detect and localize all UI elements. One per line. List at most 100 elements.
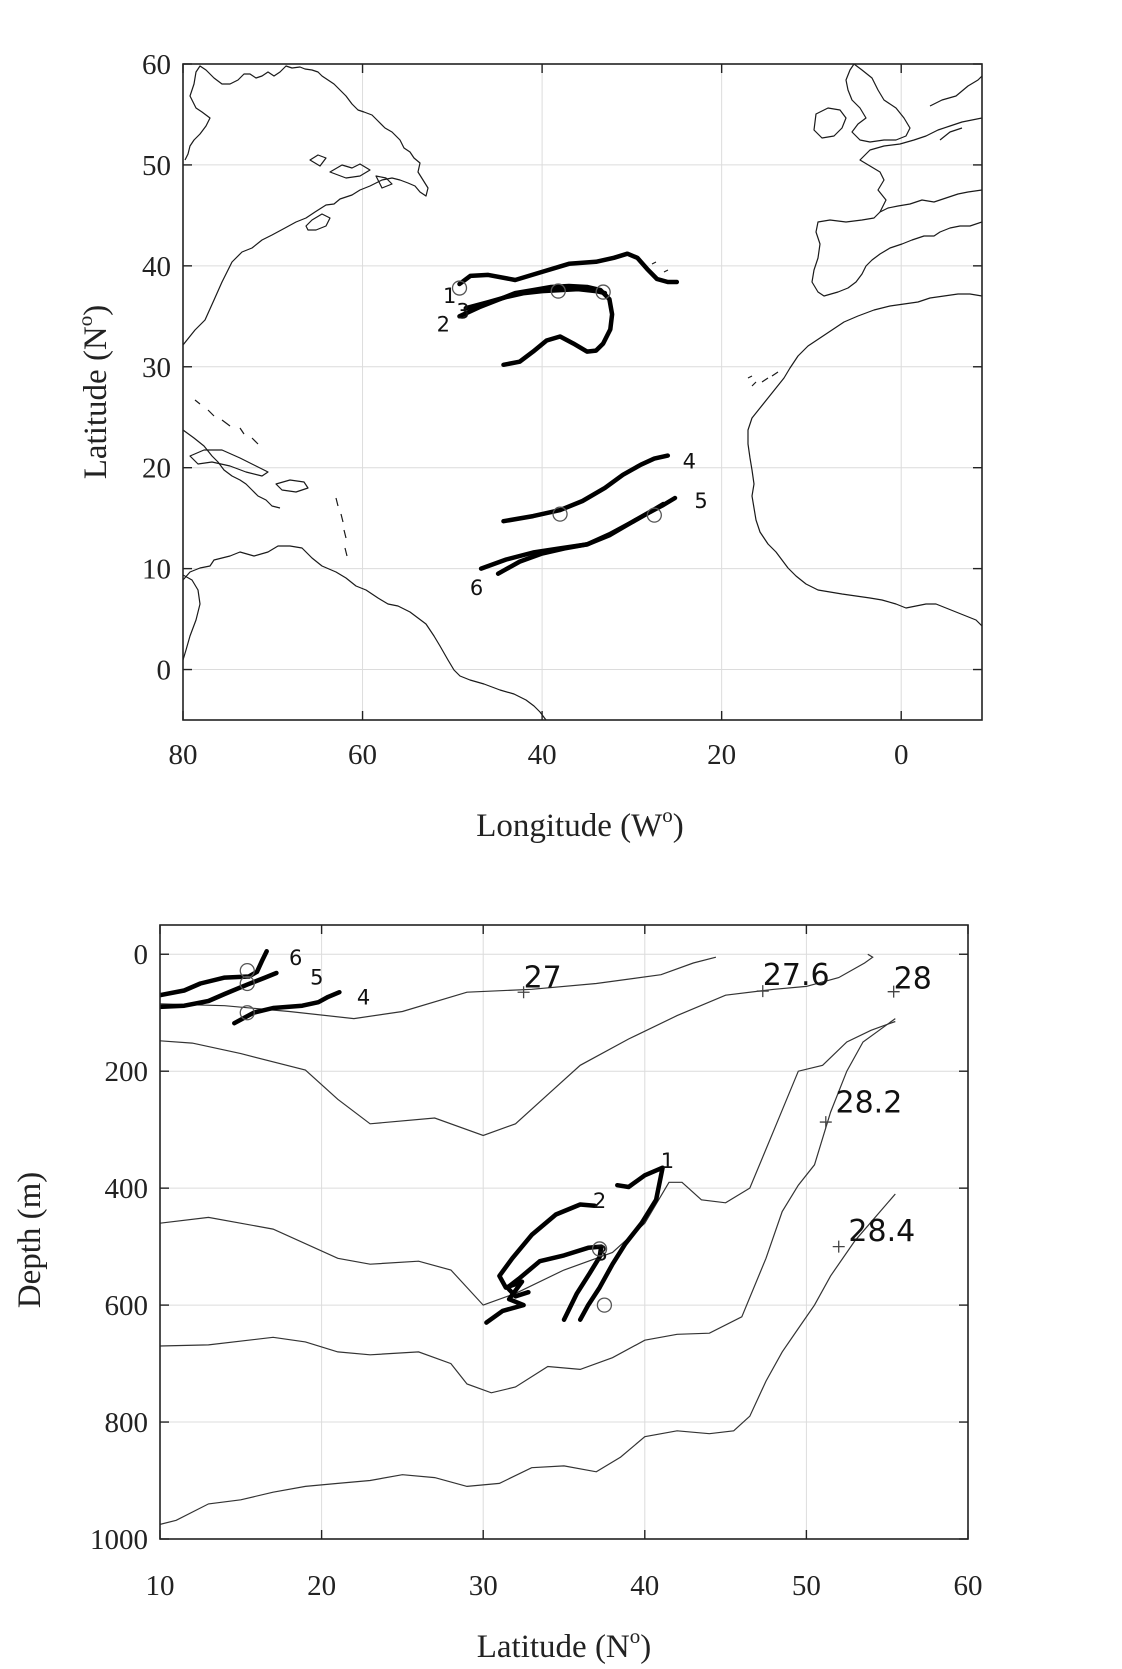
- coastline-iberia: [811, 189, 982, 297]
- trajectory-label-5: 5: [694, 489, 707, 513]
- coastline-south-america-west: [183, 574, 201, 661]
- map-xlabel: Longitude (Wo): [476, 803, 684, 844]
- y-tick-label: 0: [134, 939, 149, 971]
- float-trajectory-6: [495, 501, 666, 576]
- coastline-lesser-antilles: [335, 497, 348, 557]
- trajectory-label-2: 2: [593, 1189, 606, 1213]
- float-trajectory-1: [577, 1165, 665, 1322]
- isopycnal-line: [160, 1193, 896, 1525]
- y-tick-label: 60: [142, 49, 171, 81]
- isopycnal-plus-marker: [517, 986, 530, 999]
- isopycnal-line: [160, 1020, 896, 1306]
- isopycnal-label: 28.4: [848, 1214, 915, 1249]
- position-circle-marker: [239, 962, 255, 979]
- trajectory-label-4: 4: [357, 985, 370, 1009]
- x-tick-label: 0: [894, 739, 909, 771]
- map-trajectories: [457, 251, 680, 576]
- x-tick-label: 60: [954, 1570, 983, 1602]
- section-labels: 27 27.6 28 28.2 28.4 1 2 3 4 56: [289, 946, 932, 1265]
- y-tick-label: 50: [142, 150, 171, 182]
- position-circle-marker: [239, 975, 255, 992]
- section-trajectories: [160, 949, 665, 1325]
- isopycnal-line: [160, 953, 874, 1137]
- trajectory-label-1: 1: [661, 1149, 674, 1173]
- position-circle-marker: [646, 507, 662, 523]
- map-grid: [182, 63, 982, 720]
- y-tick-label: 600: [105, 1290, 149, 1322]
- coastline-britain: [845, 64, 911, 143]
- isopycnal-label: 27.6: [763, 958, 830, 993]
- x-tick-label: 10: [146, 1570, 175, 1602]
- x-tick-label: 50: [792, 1570, 821, 1602]
- coastline-hispaniola: [275, 479, 309, 493]
- x-tick-label: 30: [469, 1570, 498, 1602]
- trajectory-label-3: 3: [456, 299, 469, 323]
- float-trajectory-3: [505, 1244, 604, 1322]
- x-tick-label: 20: [307, 1570, 336, 1602]
- section-markers: [239, 962, 900, 1313]
- position-circle-marker: [239, 1005, 255, 1021]
- float-trajectory-6: [160, 949, 269, 998]
- trajectory-label-6: 6: [470, 576, 483, 600]
- coastlines: [183, 64, 982, 720]
- position-circle-marker: [595, 284, 611, 300]
- section-ylabel: Depth (m): [12, 1172, 48, 1309]
- coastline-north-sea: [929, 75, 982, 141]
- isopycnal-label: 28: [894, 961, 932, 996]
- x-tick-label: 80: [169, 739, 198, 771]
- position-circle-marker: [451, 280, 468, 296]
- coastline-newfoundland: [305, 213, 331, 231]
- trajectory-label-2: 2: [437, 312, 450, 336]
- coastline-south-america: [183, 545, 547, 720]
- float-trajectory-1: [457, 251, 680, 287]
- y-tick-label: 20: [142, 453, 171, 485]
- coastline-africa: [747, 293, 982, 627]
- float-trajectory-5: [478, 495, 678, 571]
- isopycnal-plus-marker: [887, 985, 900, 998]
- position-circle-marker: [596, 1297, 613, 1313]
- position-circle-marker: [552, 506, 568, 522]
- coastline-gulf-of-mexico: [183, 429, 281, 509]
- position-circle-marker: [591, 1241, 608, 1257]
- float-trajectory-5: [160, 970, 279, 1010]
- coastline-canary-islands: [751, 371, 779, 387]
- y-tick-label: 400: [105, 1173, 149, 1205]
- y-tick-label: 1000: [90, 1524, 148, 1556]
- x-tick-label: 40: [630, 1570, 659, 1602]
- coastline-cuba: [189, 449, 269, 477]
- map-markers: [451, 280, 662, 523]
- float-trajectory-4: [501, 453, 671, 524]
- isopycnals: [160, 953, 896, 1525]
- section-xlabel: Latitude (No): [477, 1624, 652, 1665]
- isopycnal-label: 27: [524, 960, 562, 995]
- y-tick-label: 200: [105, 1056, 149, 1088]
- coastline-france: [859, 117, 982, 213]
- isopycnal-plus-marker: [819, 1116, 832, 1129]
- x-tick-label: 20: [707, 739, 736, 771]
- y-tick-label: 800: [105, 1407, 149, 1439]
- coastline-labrador-islands: [309, 154, 393, 189]
- trajectory-label-5: 5: [310, 965, 323, 989]
- trajectory-label-4: 4: [683, 450, 696, 474]
- isopycnal-line: [160, 1018, 896, 1394]
- trajectory-label-1: 1: [443, 284, 456, 308]
- x-tick-label: 60: [348, 739, 377, 771]
- position-circle-marker: [550, 283, 566, 299]
- float-trajectory-2: [457, 283, 615, 368]
- trajectory-label-6: 6: [289, 946, 302, 970]
- coastline-north-america: [183, 65, 429, 346]
- map-ticks: 80 60 40 20 0 60 50 40 30 20 10 0: [142, 49, 982, 771]
- y-tick-label: 10: [142, 554, 171, 586]
- map-ylabel: Latitude (No): [73, 305, 114, 480]
- map-frame: [182, 63, 983, 721]
- isopycnal-plus-marker: [756, 985, 769, 998]
- y-tick-label: 40: [142, 251, 171, 283]
- float-trajectory-3: [463, 286, 608, 311]
- y-tick-label: 0: [157, 655, 172, 687]
- y-tick-label: 30: [142, 352, 171, 384]
